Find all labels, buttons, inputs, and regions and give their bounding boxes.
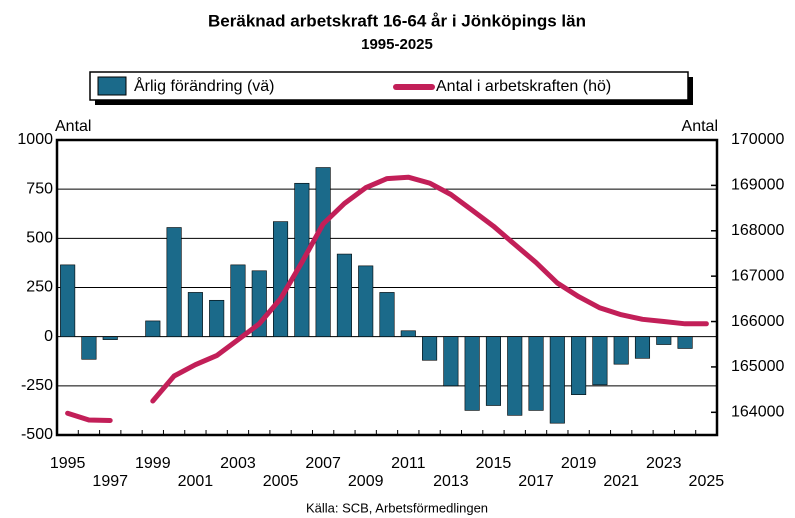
- y-tick-label: 250: [26, 279, 53, 296]
- x-tick-label: 2017: [518, 473, 554, 490]
- x-tick-label: 2005: [263, 473, 299, 490]
- x-tick-label: 2007: [305, 455, 341, 472]
- y-tick-label: 1000: [17, 131, 53, 148]
- bar: [102, 336, 118, 340]
- bar: [273, 221, 289, 337]
- bar: [485, 336, 501, 406]
- bar: [571, 336, 587, 395]
- bar: [315, 167, 331, 337]
- source: Källa: SCB, Arbetsförmedlingen: [306, 500, 488, 515]
- y2-tick-label: 166000: [731, 313, 784, 330]
- x-tick-label: 2001: [178, 473, 214, 490]
- bar: [422, 336, 438, 361]
- y-tick-label: -500: [21, 426, 53, 443]
- x-tick-label: 2015: [476, 455, 512, 472]
- x-tick-label: 2025: [689, 473, 725, 490]
- bar: [634, 336, 651, 359]
- bar: [400, 330, 416, 337]
- bar: [592, 336, 608, 386]
- y2-tick-label: 167000: [731, 267, 784, 284]
- bar: [656, 336, 672, 345]
- bar: [528, 336, 544, 411]
- legend-box: [89, 71, 689, 101]
- bar: [379, 292, 395, 337]
- chart-title: Beräknad arbetskraft 16-64 år i Jönköpin…: [208, 11, 586, 30]
- x-tick-label: 2011: [391, 455, 426, 472]
- y2-axis-label: Antal: [682, 118, 718, 135]
- bar: [464, 336, 480, 411]
- plot-border: [55, 138, 719, 437]
- bar: [443, 336, 459, 387]
- y2-tick-label: 168000: [731, 222, 784, 239]
- bar: [81, 336, 97, 360]
- y-axis-label: Antal: [55, 118, 91, 135]
- bar: [187, 292, 203, 337]
- legend-label: Antal i arbetskraften (hö): [436, 78, 611, 95]
- chart-subtitle: 1995-2025: [361, 36, 433, 53]
- y-tick-label: 0: [44, 328, 53, 345]
- y-tick-label: 750: [26, 180, 53, 197]
- x-tick-label: 2019: [561, 455, 597, 472]
- y2-tick-label: 169000: [731, 177, 784, 194]
- bar: [613, 336, 629, 365]
- legend-label: Årlig förändring (vä): [134, 76, 275, 95]
- x-tick-label: 2023: [646, 455, 682, 472]
- bar: [230, 264, 246, 337]
- bar: [209, 299, 225, 337]
- bar: [358, 265, 374, 337]
- x-tick-label: 2021: [603, 473, 639, 490]
- y2-tick-label: 170000: [731, 131, 784, 148]
- bar: [549, 336, 565, 424]
- x-tick-label: 2013: [433, 473, 469, 490]
- bar: [166, 227, 182, 337]
- y2-tick-label: 164000: [731, 404, 784, 421]
- bar: [60, 264, 76, 337]
- bar: [507, 336, 523, 416]
- x-tick-label: 2009: [348, 473, 384, 490]
- y-tick-label: 500: [26, 230, 53, 247]
- bar: [145, 320, 161, 337]
- bar: [677, 336, 693, 349]
- x-tick-label: 2003: [220, 455, 256, 472]
- y-tick-label: -250: [21, 377, 53, 394]
- legend-swatch: [97, 76, 127, 96]
- x-tick-label: 1999: [135, 455, 171, 472]
- bar: [336, 253, 352, 337]
- x-tick-label: 1995: [50, 455, 86, 472]
- y2-tick-label: 165000: [731, 358, 784, 375]
- line: [65, 174, 709, 423]
- x-tick-label: 1997: [92, 473, 128, 490]
